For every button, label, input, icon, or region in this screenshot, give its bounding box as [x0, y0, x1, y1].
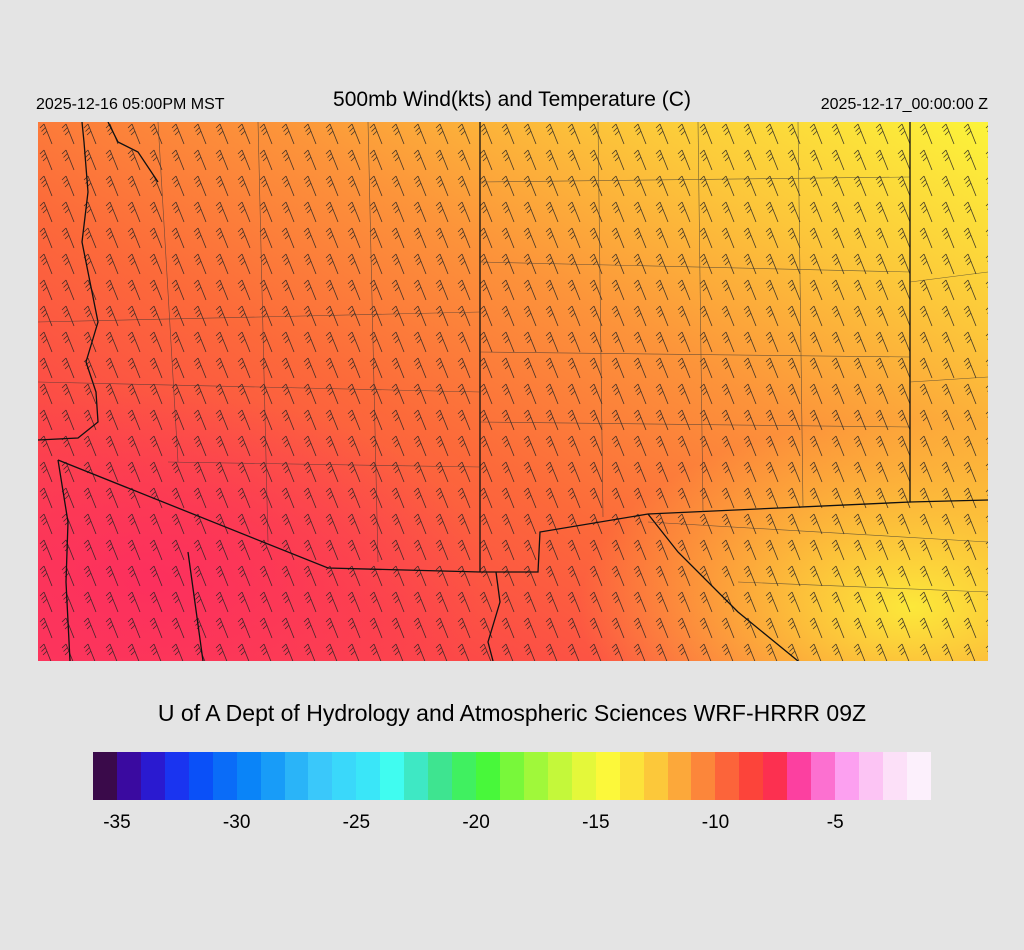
colorbar-swatch	[476, 752, 500, 800]
credit-line: U of A Dept of Hydrology and Atmospheric…	[157, 700, 867, 726]
colorbar-tick-labels: -35 -30 -25 -20 -15 -10 -5	[93, 812, 931, 842]
colorbar-swatch	[763, 752, 788, 800]
valid-time-utc: 2025-12-17_00:00:00 Z	[820, 96, 988, 113]
colorbar-tick-label: -30	[222, 812, 251, 833]
colorbar-tick-label: -10	[701, 812, 730, 833]
colorbar-swatch	[284, 752, 309, 800]
colorbar-swatch	[859, 752, 883, 800]
colorbar-swatch	[715, 752, 740, 800]
colorbar-tick-label: -35	[103, 812, 131, 833]
colorbar-swatch	[691, 752, 716, 800]
colorbar-tick-label: -25	[342, 812, 371, 833]
colorbar-swatch	[643, 752, 668, 800]
colorbar-swatch	[882, 752, 907, 800]
colorbar-swatch	[356, 752, 381, 800]
colorbar-swatch	[523, 752, 548, 800]
colorbar-swatch	[236, 752, 261, 800]
colorbar-swatch	[140, 752, 165, 800]
wind-barbs	[38, 122, 988, 661]
colorbar-swatch	[499, 752, 524, 800]
colorbar-tick-label: -15	[582, 812, 610, 833]
plot-title: 500mb Wind(kts) and Temperature (C)	[333, 88, 691, 111]
colorbar-tick-label: -20	[462, 812, 490, 833]
colorbar-swatch	[116, 752, 141, 800]
colorbar-swatch	[404, 752, 429, 800]
temperature-wind-map	[38, 122, 988, 661]
colorbar-swatch	[380, 752, 405, 800]
colorbar-swatch	[212, 752, 237, 800]
state-borders	[38, 122, 988, 661]
colorbar-swatch	[619, 752, 644, 800]
colorbar-swatch	[787, 752, 812, 800]
colorbar-swatch	[571, 752, 596, 800]
colorbar-swatch	[93, 752, 117, 800]
county-borders	[38, 122, 988, 593]
colorbar-swatch	[332, 752, 357, 800]
colorbar-swatch	[164, 752, 189, 800]
colorbar-swatch	[667, 752, 692, 800]
colorbar-swatch	[811, 752, 836, 800]
colorbar-swatch	[452, 752, 476, 800]
colorbar-swatch	[188, 752, 213, 800]
colorbar-swatch	[428, 752, 453, 800]
map-svg	[38, 122, 988, 661]
temperature-colorbar	[93, 752, 931, 800]
colorbar-swatch	[308, 752, 333, 800]
colorbar-swatch	[547, 752, 572, 800]
colorbar-tick-label: -5	[826, 812, 844, 833]
colorbar-swatch	[260, 752, 285, 800]
colorbar-swatch	[739, 752, 764, 800]
colorbar-swatch	[835, 752, 859, 800]
colorbar-swatch	[906, 752, 931, 800]
valid-time-local: 2025-12-16 05:00PM MST	[36, 96, 225, 113]
colorbar-swatch	[595, 752, 620, 800]
